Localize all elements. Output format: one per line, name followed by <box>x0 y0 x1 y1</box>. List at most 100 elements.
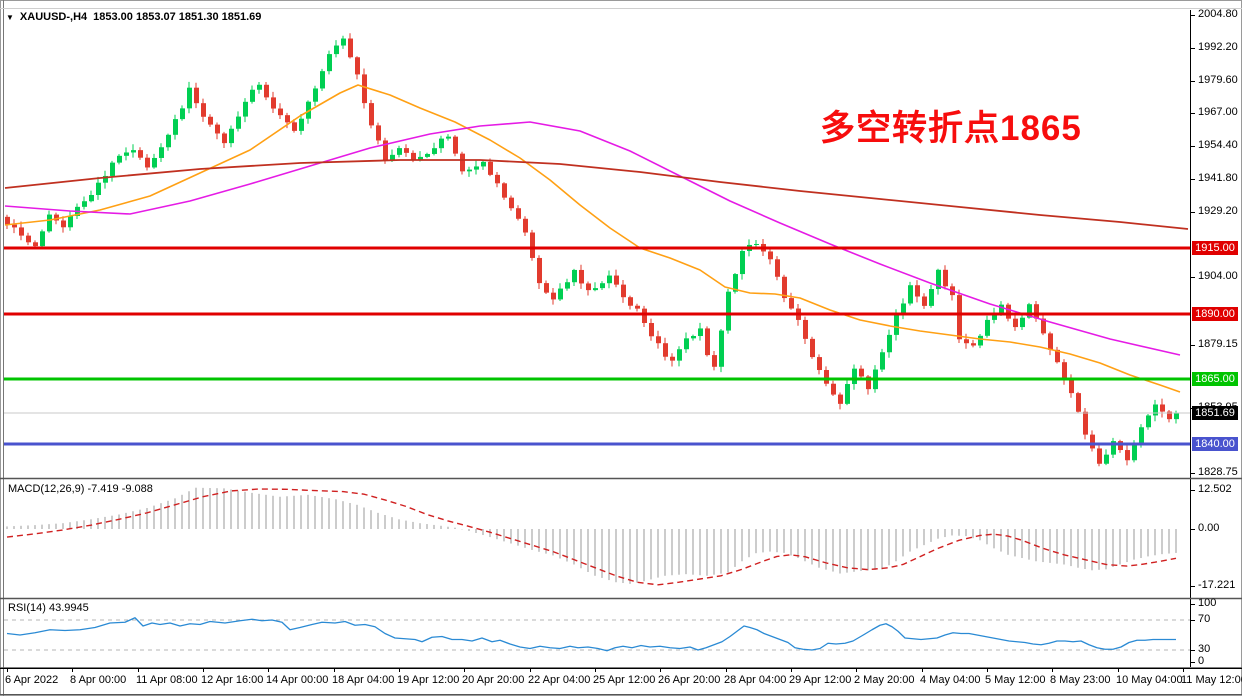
rsi-panel[interactable] <box>4 600 1190 666</box>
candle <box>208 116 213 125</box>
time-axis-label: 6 Apr 2022 <box>5 674 59 686</box>
candle <box>1006 304 1011 319</box>
price-axis-label: 2004.80 <box>1198 8 1238 20</box>
candle <box>243 101 248 117</box>
candle <box>810 338 815 358</box>
candle <box>733 274 738 292</box>
candle <box>992 313 997 320</box>
candle <box>1132 445 1137 461</box>
macd-label: MACD(12,26,9) -7.419 -9.088 <box>8 483 153 495</box>
price-axis-label: 1879.15 <box>1198 338 1238 350</box>
candle <box>376 125 381 141</box>
candle <box>1146 415 1151 428</box>
candle <box>271 97 276 109</box>
candle <box>845 384 850 404</box>
candle <box>1062 362 1067 381</box>
candle <box>12 224 17 228</box>
dropdown-arrow-icon[interactable]: ▼ <box>6 12 14 22</box>
candle <box>1013 318 1018 328</box>
candle <box>404 148 409 153</box>
price-axis-label: 1979.60 <box>1198 74 1238 86</box>
candle <box>439 138 444 149</box>
quote-values-label: 1853.00 1853.07 1851.30 1851.69 <box>93 11 262 23</box>
candle <box>1111 441 1116 455</box>
candle <box>838 394 843 404</box>
price-axis-label: 1904.00 <box>1198 270 1238 282</box>
candle <box>502 183 507 198</box>
candle <box>726 291 731 331</box>
candle <box>957 295 962 340</box>
candle <box>1076 393 1081 412</box>
candle <box>362 74 367 104</box>
candle <box>964 339 969 344</box>
candle <box>54 214 59 221</box>
price-level-tag-1915.00: 1915.00 <box>1192 241 1238 255</box>
macd-panel[interactable] <box>4 481 1190 597</box>
candle <box>656 336 661 344</box>
candle <box>313 88 318 102</box>
candle <box>586 283 591 291</box>
price-level-tag-1865.00: 1865.00 <box>1192 372 1238 386</box>
candle <box>488 161 493 175</box>
symbol-ohlc-header[interactable]: ▼ XAUUSD-,H4 1853.00 1853.07 1851.30 185… <box>6 11 261 23</box>
candle <box>999 304 1004 314</box>
candle <box>782 276 787 299</box>
candlestick-chart <box>4 33 1190 467</box>
candle <box>572 269 577 283</box>
candle <box>1139 427 1144 446</box>
candle <box>390 154 395 161</box>
candle <box>663 343 668 357</box>
time-axis-label: 19 Apr 12:00 <box>397 674 460 686</box>
macd-axis-label: 0.00 <box>1198 522 1220 534</box>
candle <box>467 169 472 172</box>
candle <box>285 115 290 123</box>
price-axis-label: 1941.80 <box>1198 172 1238 184</box>
candle <box>1069 380 1074 394</box>
candle <box>236 116 241 129</box>
candle <box>355 57 360 75</box>
candle <box>383 140 388 161</box>
candle <box>607 275 612 284</box>
candle <box>1160 404 1165 412</box>
rsi-axis-label: 0 <box>1198 655 1205 667</box>
annotation-text[interactable]: 多空转折点1865 <box>820 109 1082 148</box>
main-chart-panel[interactable] <box>4 10 1190 478</box>
macd-indicator <box>6 487 1177 586</box>
time-axis-label: 26 Apr 20:00 <box>658 674 721 686</box>
candle <box>649 322 654 337</box>
symbol-period-label: XAUUSD-,H4 <box>19 11 88 23</box>
candle <box>1083 411 1088 435</box>
candle <box>551 292 556 300</box>
price-axis-label: 1828.75 <box>1198 466 1238 478</box>
candle <box>229 128 234 144</box>
candle <box>635 305 640 309</box>
candle <box>40 231 45 247</box>
time-axis-label: 14 Apr 00:00 <box>266 674 329 686</box>
candle <box>460 153 465 172</box>
candle <box>320 71 325 89</box>
time-axis-label: 5 May 12:00 <box>985 674 1046 686</box>
candle <box>880 352 885 370</box>
time-axis-label: 8 Apr 00:00 <box>70 674 127 686</box>
price-level-tag-1840.00: 1840.00 <box>1192 437 1238 451</box>
macd-signal-line <box>6 488 1177 586</box>
time-axis-label: 8 May 23:00 <box>1050 674 1111 686</box>
time-axis-label: 20 Apr 20:00 <box>462 674 525 686</box>
price-axis-label: 1967.00 <box>1198 106 1238 118</box>
candle <box>1174 413 1179 420</box>
candle <box>348 38 353 58</box>
candle <box>145 157 150 168</box>
time-axis-label: 18 Apr 04:00 <box>332 674 395 686</box>
ma-slow-darkred <box>4 159 1189 230</box>
candle <box>803 319 808 339</box>
candle <box>250 89 255 102</box>
candle <box>327 54 332 72</box>
candle <box>943 269 948 287</box>
candle <box>138 150 143 158</box>
candle <box>516 208 521 219</box>
candle <box>397 148 402 155</box>
candle <box>698 328 703 337</box>
candle <box>453 136 458 154</box>
